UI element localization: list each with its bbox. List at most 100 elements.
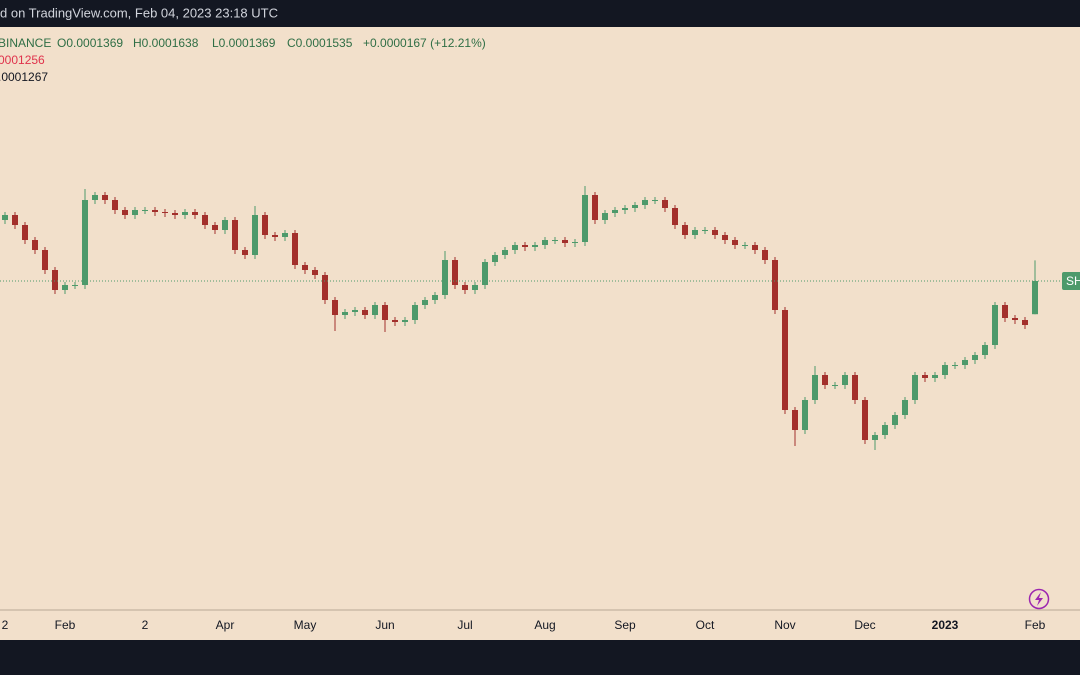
candle-body [322,275,328,300]
candle-body [902,400,908,415]
candle-body [692,230,698,235]
legend-value: O0.0001369 [57,36,123,50]
x-tick-label: 2 [2,618,9,632]
candle-body [12,215,18,225]
candle-body [562,240,568,243]
candle-body [152,210,158,212]
candle-body [992,305,998,345]
legend-value: H0.0001638 [133,36,199,50]
candle-body [752,245,758,250]
candle-body [332,300,338,315]
candle-body [212,225,218,230]
candle-body [582,195,588,242]
candle-body [82,200,88,285]
candle-body [602,213,608,220]
candle-body [1012,318,1018,320]
candle-body [122,210,128,215]
candle-body [412,305,418,320]
candle-body [822,375,828,385]
candle-body [1032,281,1038,315]
candle-body [162,212,168,213]
candle-body [312,270,318,275]
candle-body [952,365,958,366]
candle-body [812,375,818,400]
x-tick-label: Jul [457,618,472,632]
candle-body [542,240,548,245]
candle-body [502,250,508,255]
candle-body [732,240,738,245]
candle-body [552,240,558,241]
candle-body [682,225,688,235]
candle-body [962,360,968,365]
candle-body [572,242,578,243]
candle-body [182,212,188,215]
candle-body [772,260,778,310]
candle-body [792,410,798,430]
candle-body [42,250,48,270]
legend-value: +0.0000167 (+12.21%) [363,36,486,50]
candle-body [92,195,98,200]
x-tick-label: 2 [142,618,149,632]
header-title: d on TradingView.com, Feb 04, 2023 23:18… [0,5,278,20]
candle-body [32,240,38,250]
candle-body [702,230,708,231]
candle-body [522,245,528,247]
candle-body [972,355,978,360]
candle-body [482,262,488,285]
x-tick-label: Dec [854,618,875,632]
candle-body [802,400,808,430]
x-tick-label: Feb [55,618,76,632]
candle-body [922,375,928,378]
candle-body [642,200,648,205]
candle-body [352,310,358,312]
candle-body [62,285,68,290]
candle-body [592,195,598,220]
candle-body [402,320,408,322]
candle-body [102,195,108,200]
symbol: BINANCE [0,36,51,50]
candle-body [612,210,618,213]
legend: BINANCE [0,36,51,50]
x-tick-label: Sep [614,618,636,632]
candle-body [342,312,348,315]
candle-body [742,245,748,246]
top-bar [0,0,1080,27]
candle-body [662,200,668,208]
candle-body [1002,305,1008,318]
candle-body [2,215,8,220]
candle-body [422,300,428,305]
candle-body [252,215,258,255]
x-tick-label: Apr [216,618,235,632]
candle-body [232,220,238,250]
indicator-value: .0001267 [0,70,48,84]
candle-body [892,415,898,425]
candle-body [22,225,28,240]
candle-body [832,385,838,386]
candle-body [852,375,858,400]
candle-body [222,220,228,230]
candle-body [452,260,458,285]
candle-body [202,215,208,225]
legend-value: L0.0001369 [212,36,276,50]
candle-body [1022,320,1028,325]
candle-body [282,233,288,237]
candle-body [622,208,628,210]
candle-body [722,235,728,240]
indicator-value: 0001256 [0,53,45,67]
candle-body [712,230,718,235]
candle-body [382,305,388,320]
x-tick-label: May [294,618,317,632]
legend-value: C0.0001535 [287,36,353,50]
candle-body [72,285,78,286]
candle-body [462,285,468,290]
candle-body [762,250,768,260]
candle-body [242,250,248,255]
bottom-bar [0,640,1080,675]
candle-body [172,213,178,215]
candle-body [142,210,148,211]
price-label-box [1062,272,1080,290]
candle-body [492,255,498,262]
candle-body [942,365,948,375]
candle-body [652,200,658,201]
